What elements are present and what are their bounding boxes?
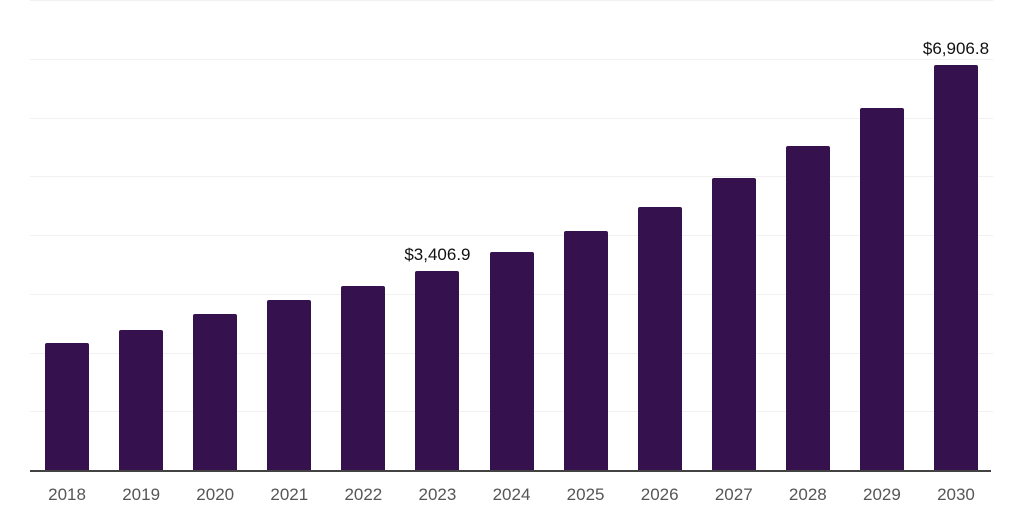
bar-2018[interactable] [45, 342, 90, 471]
bar-slot-2023 [400, 0, 474, 471]
bar-slot-2027 [697, 0, 771, 471]
gridline-4000 [30, 235, 993, 236]
bar-2030[interactable] [933, 65, 978, 471]
bar-slot-2024 [474, 0, 548, 471]
bar-2029[interactable] [859, 107, 904, 471]
bar-2027[interactable] [711, 177, 756, 471]
gridline-7000 [30, 58, 993, 60]
bar-slot-2025 [549, 0, 623, 471]
bar-slot-2029 [845, 0, 919, 471]
bars-layer [30, 0, 993, 471]
bar-2021[interactable] [267, 300, 312, 471]
x-tick-label-2027: 2027 [714, 485, 753, 504]
bar-2022[interactable] [341, 285, 386, 471]
bar-slot-2019 [104, 0, 178, 471]
bar-2028[interactable] [785, 145, 830, 471]
bar-2023[interactable] [415, 270, 460, 471]
data-label-2023: $3,406.9 [404, 244, 471, 264]
bar-2024[interactable] [489, 252, 534, 471]
x-tick-label-2026: 2026 [640, 485, 679, 504]
x-tick-label-2024: 2024 [492, 485, 531, 504]
x-tick-label-2021: 2021 [270, 485, 309, 504]
x-tick-label-2023: 2023 [418, 485, 457, 504]
x-tick-label-2020: 2020 [196, 485, 235, 504]
bar-slot-2028 [771, 0, 845, 471]
data-label-2030: $6,906.8 [922, 39, 990, 59]
bar-slot-2020 [178, 0, 252, 471]
bar-slot-2021 [252, 0, 326, 471]
gridline-6000 [30, 117, 993, 119]
gridline-5000 [30, 176, 993, 178]
bar-slot-2026 [623, 0, 697, 471]
x-axis-tick-labels: 2018 2019 2020 2021 2022 2023 2024 2025 2026 2027… [30, 484, 993, 505]
x-tick-label-2030: 2030 [937, 485, 975, 504]
bar-slot-2018 [30, 0, 104, 471]
bar-slot-2022 [326, 0, 400, 471]
x-tick-label-2028: 2028 [788, 485, 827, 504]
x-tick-label-2022: 2022 [344, 485, 383, 504]
plot-area: $3,406.9 $6,906.8 [30, 0, 993, 472]
bar-2026[interactable] [637, 207, 682, 471]
x-tick-label-2018: 2018 [48, 485, 86, 504]
x-tick-label-2029: 2029 [862, 485, 901, 504]
bar-2019[interactable] [119, 330, 164, 471]
x-axis-line [30, 470, 991, 472]
bar-slot-2030 [919, 0, 993, 471]
gridline-8000 [30, 0, 993, 1]
bar-2025[interactable] [563, 231, 608, 471]
x-tick-label-2019: 2019 [122, 485, 161, 504]
bar-2020[interactable] [193, 314, 238, 471]
x-tick-label-2025: 2025 [566, 485, 605, 504]
